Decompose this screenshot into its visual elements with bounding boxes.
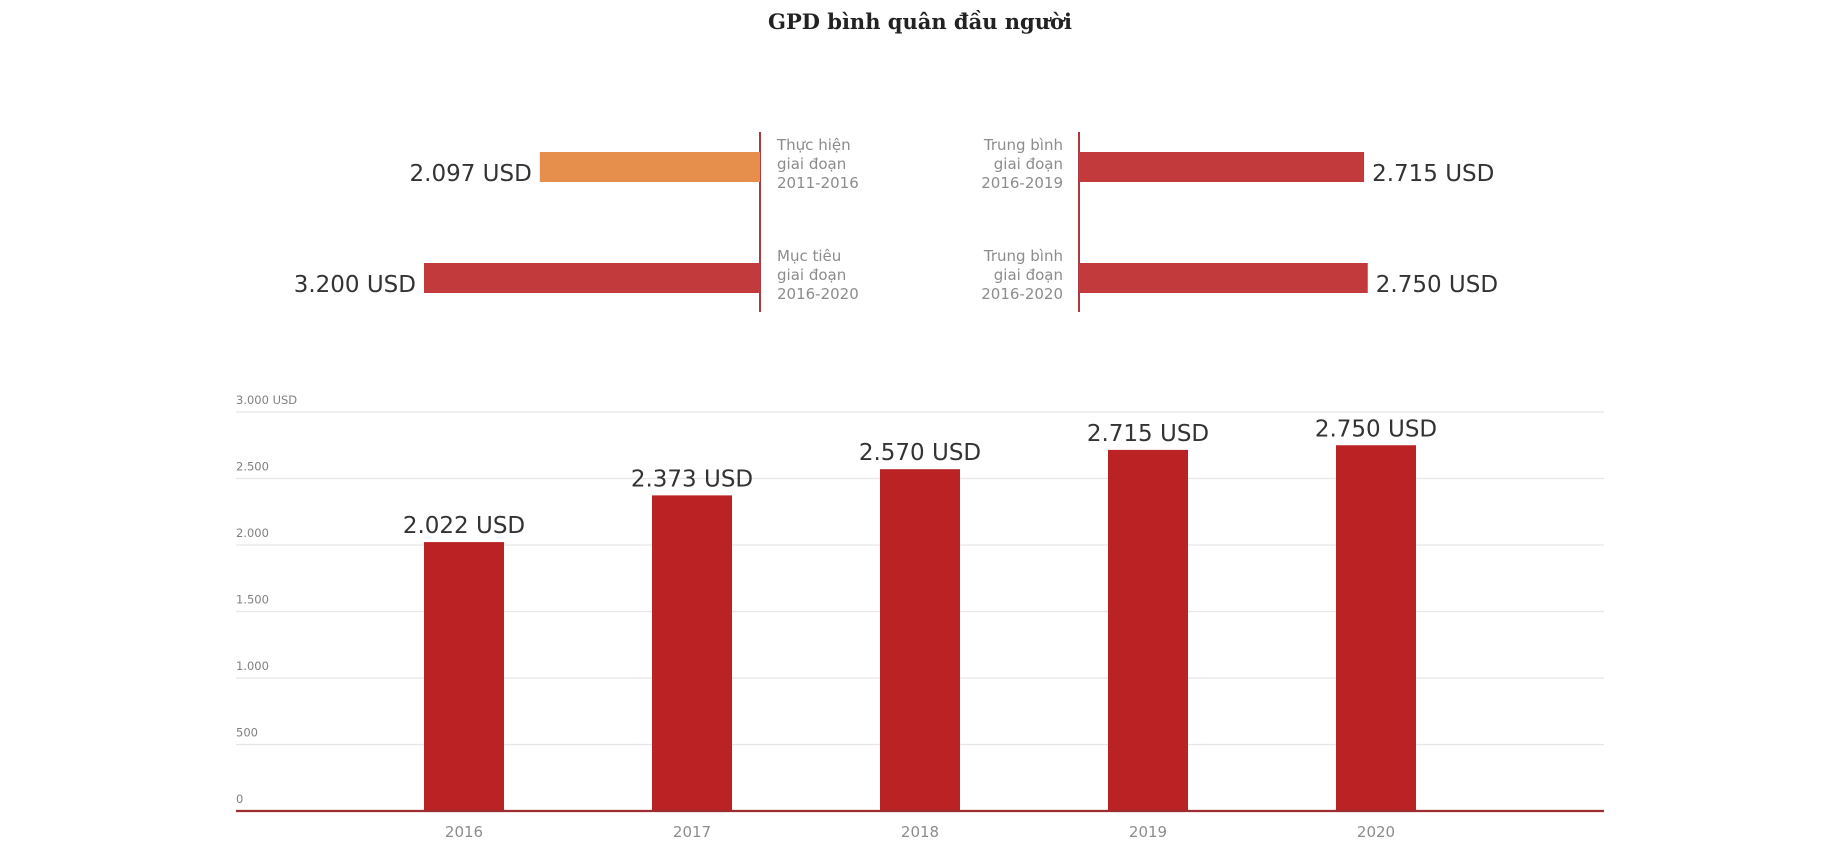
right-period-label-2-line-3: 2016-2020	[981, 285, 1063, 303]
right-period-label-1-line-2: giai đoạn	[994, 155, 1063, 173]
y-tick-label-1000: 1.000	[236, 659, 269, 673]
right-bar-1	[1079, 152, 1365, 182]
bar-2018	[880, 469, 960, 811]
right-period-label-1-line-1: Trung bình	[983, 136, 1063, 154]
x-tick-label-2018: 2018	[901, 823, 939, 841]
left-bar-1	[539, 152, 760, 182]
x-tick-label-2020: 2020	[1357, 823, 1395, 841]
y-tick-label-500: 500	[236, 726, 258, 740]
y-tick-label-2500: 2.500	[236, 460, 269, 474]
left-period-label-2-line-2: giai đoạn	[777, 266, 846, 284]
right-bar-value-label-1: 2.715 USD	[1372, 161, 1494, 187]
chart-title: GPD bình quân đầu người	[768, 9, 1072, 34]
left-period-label-1-line-3: 2011-2016	[777, 174, 859, 192]
bar-2016	[424, 542, 504, 811]
right-period-label-1-line-3: 2016-2019	[981, 174, 1063, 192]
yearly-bar-chart: 0 500 1.000 1.500 2.000 2.500 3.000 USD 2.022 U…	[236, 393, 1604, 841]
bar-2017	[652, 495, 732, 811]
left-period-label-1-line-1: Thực hiện	[776, 136, 851, 154]
left-bar-value-label-2: 3.200 USD	[294, 272, 416, 298]
bar-2020	[1336, 445, 1416, 811]
left-bar-value-label-1: 2.097 USD	[410, 161, 532, 187]
right-bar-2	[1079, 263, 1368, 293]
right-bar-value-label-2: 2.750 USD	[1376, 272, 1498, 298]
y-tick-label-0: 0	[236, 792, 243, 806]
y-tick-label-3000: 3.000 USD	[236, 393, 297, 407]
right-period-label-2-line-2: giai đoạn	[994, 266, 1063, 284]
x-tick-label-2017: 2017	[673, 823, 711, 841]
bar-2019	[1108, 449, 1188, 811]
y-tick-label-1500: 1.500	[236, 593, 269, 607]
bar-value-label-2016: 2.022 USD	[403, 513, 525, 539]
left-period-label-2-line-1: Mục tiêu	[777, 247, 841, 265]
x-tick-label-2016: 2016	[445, 823, 483, 841]
y-tick-label-2000: 2.000	[236, 526, 269, 540]
left-period-label-2-line-3: 2016-2020	[777, 285, 859, 303]
bar-value-label-2018: 2.570 USD	[859, 440, 981, 466]
right-period-label-2-line-1: Trung bình	[983, 247, 1063, 265]
x-tick-label-2019: 2019	[1129, 823, 1167, 841]
bar-value-label-2020: 2.750 USD	[1315, 416, 1437, 442]
left-period-label-1-line-2: giai đoạn	[777, 155, 846, 173]
bar-value-label-2019: 2.715 USD	[1087, 421, 1209, 447]
left-bar-2	[424, 263, 760, 293]
bar-value-label-2017: 2.373 USD	[631, 466, 753, 492]
